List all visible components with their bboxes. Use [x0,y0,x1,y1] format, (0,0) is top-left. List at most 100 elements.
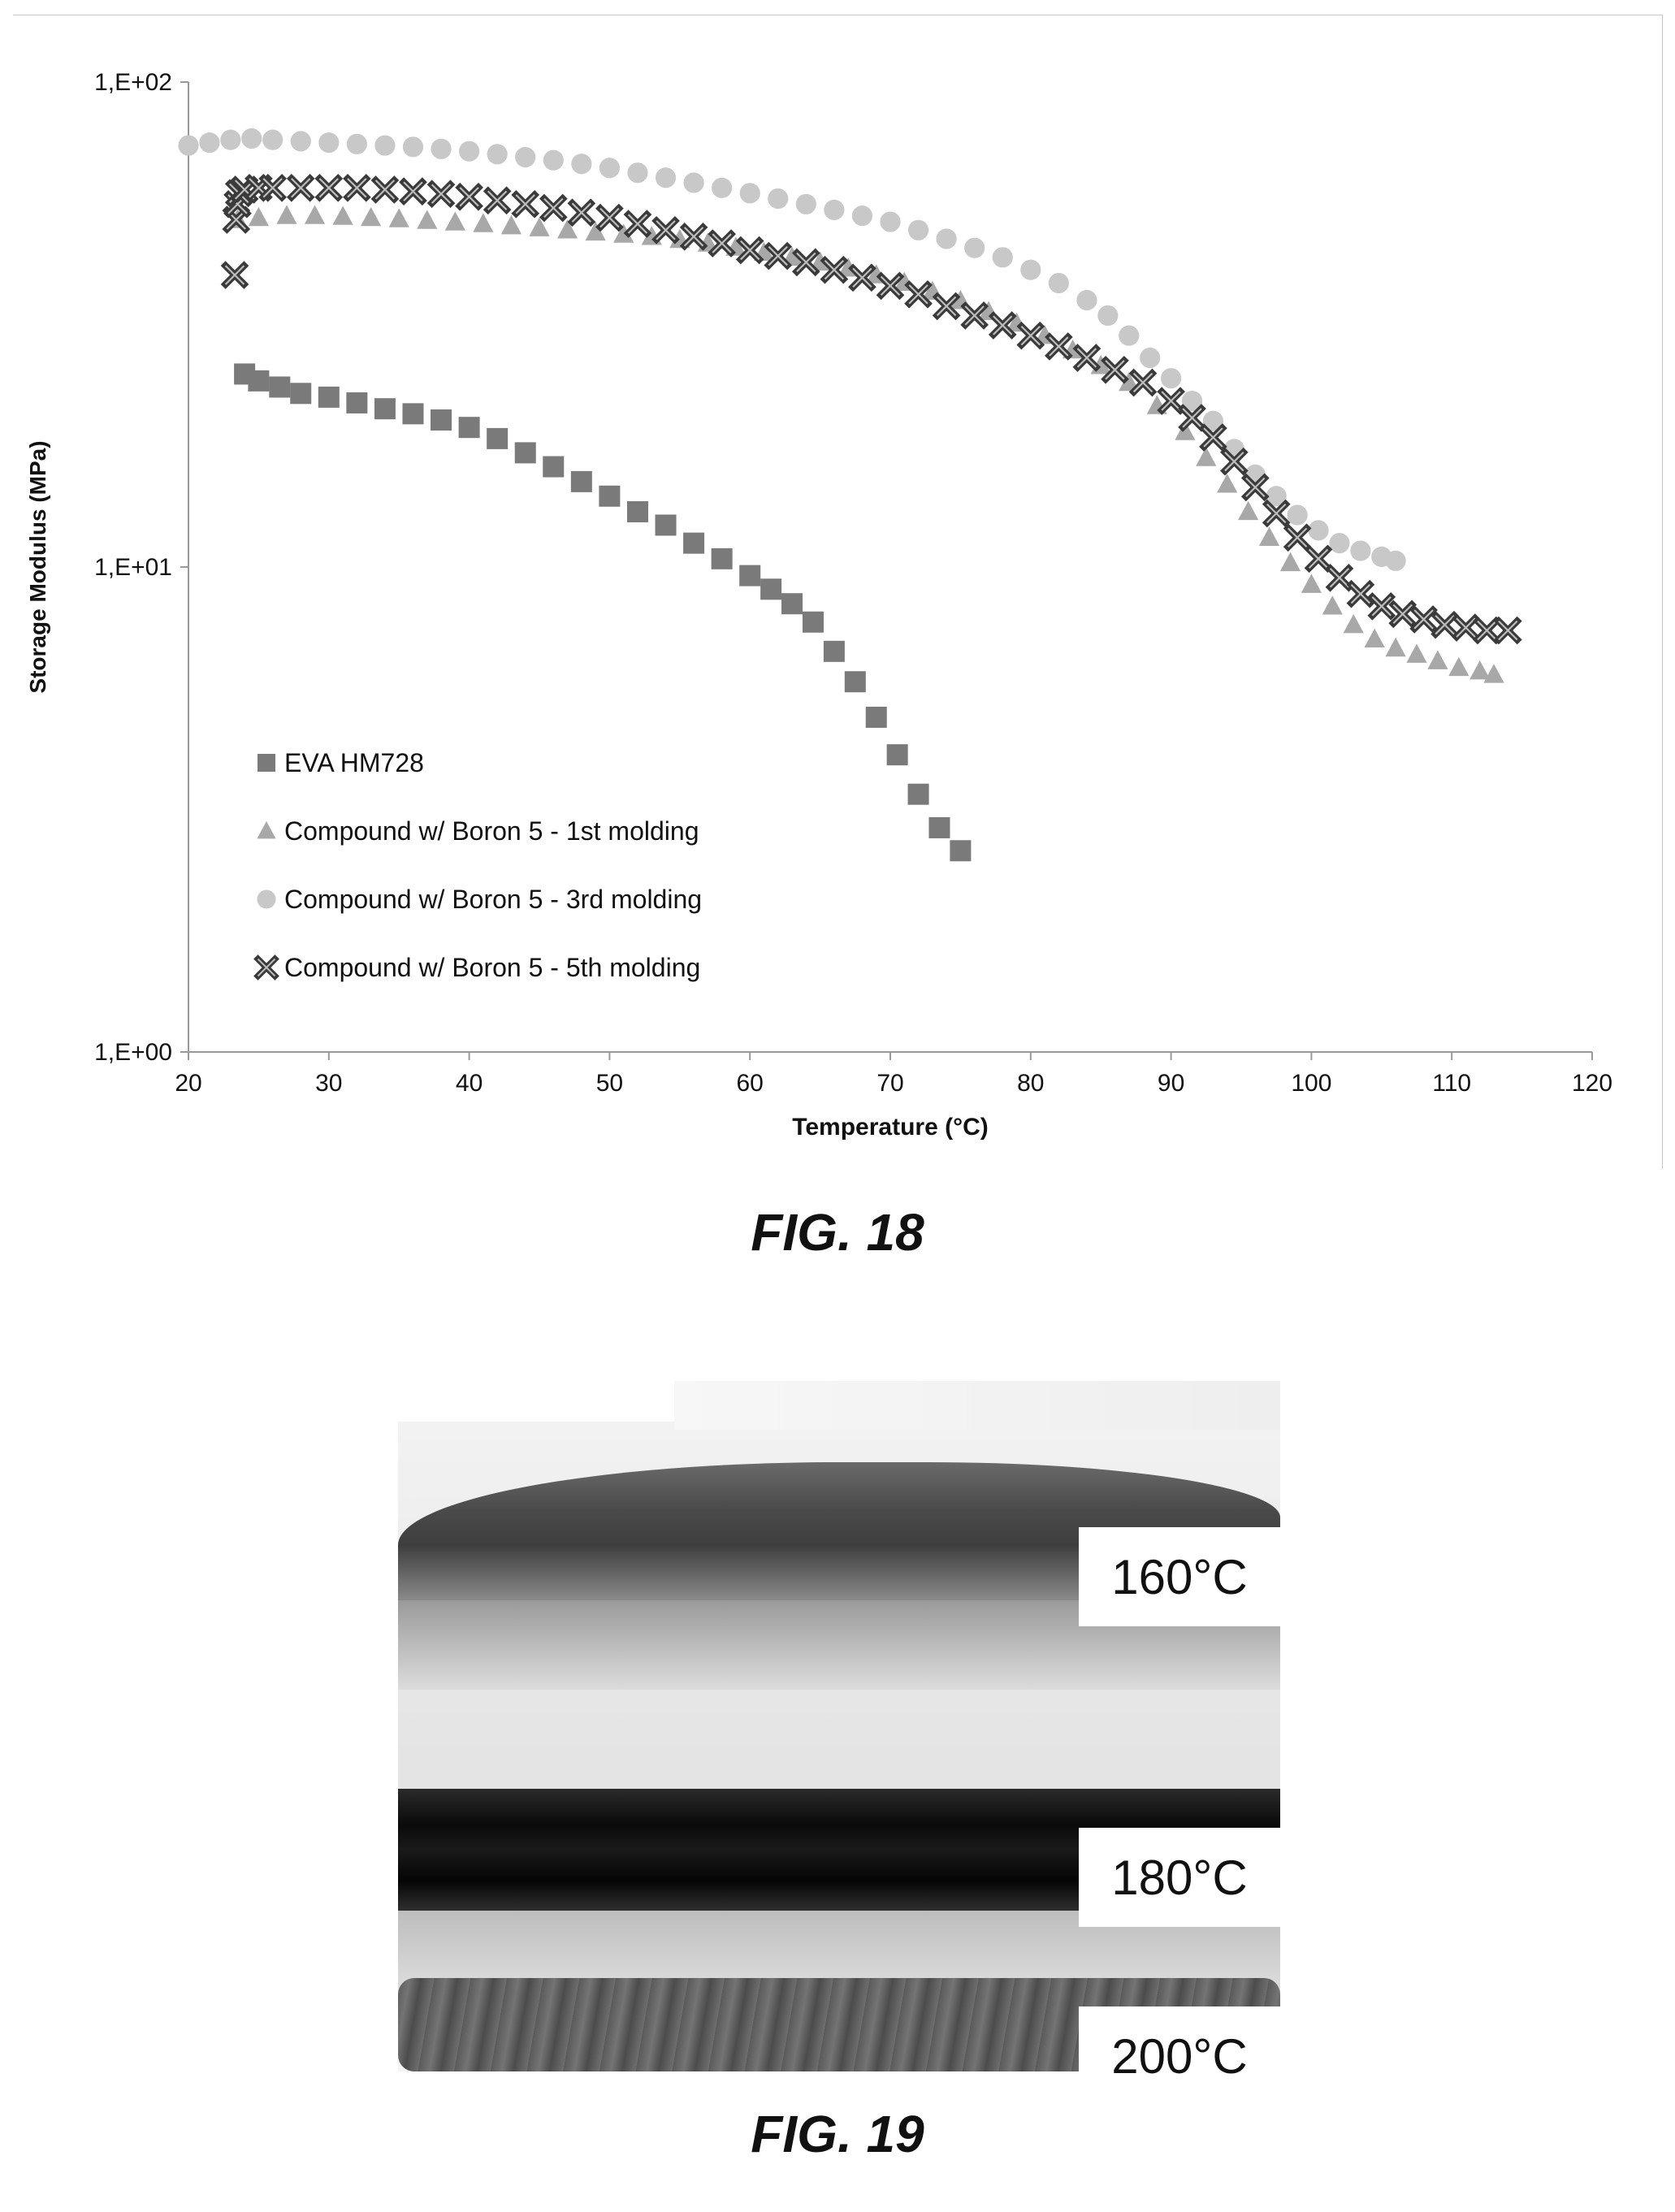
data-point-x [960,301,989,330]
data-point-triangle [276,205,297,224]
y-tick-label: 1,E+02 [94,69,172,96]
legend-marker-square [258,754,275,772]
data-point-circle [346,133,367,154]
legend: EVA HM728 Compound w/ Boron 5 - 1st moldi… [253,748,702,982]
data-point-triangle [1175,421,1196,440]
data-point-circle [768,188,789,210]
x-tick-label: 120 [1572,1070,1612,1097]
data-point-triangle [1406,643,1427,663]
data-point-x [735,236,764,265]
x-axis-ticks: 20 30 40 50 60 70 80 90 100 110 120 [175,1052,1612,1097]
data-point-x [455,182,483,211]
data-point-x [258,173,288,202]
data-point-circle [241,128,262,149]
data-point-circle [1266,486,1287,507]
data-point-x [1325,563,1354,592]
data-point-triangle [1427,650,1448,669]
data-point-x [1346,579,1375,608]
x-tick-label: 100 [1291,1070,1331,1097]
data-point-x [1262,499,1291,528]
data-point-triangle [1343,613,1364,634]
data-point-triangle [1322,595,1343,615]
data-point-triangle [1279,552,1301,572]
data-point-square [781,593,803,615]
data-point-x [1128,368,1158,397]
data-point-x [988,311,1017,340]
data-point-x [1304,544,1333,574]
x-tick-label: 90 [1158,1070,1184,1097]
data-point-x [370,175,400,204]
data-point-x [1199,423,1227,452]
series-layer [178,128,1522,862]
data-point-circle [178,135,199,156]
axes: 20 30 40 50 60 70 80 90 100 110 120 1,E+001,E+011,… [25,69,1612,1141]
data-point-triangle [1483,664,1504,683]
data-point-x [876,271,905,301]
data-point-circle [1048,272,1069,294]
data-point-triangle [1119,371,1140,392]
data-point-triangle [1238,500,1259,521]
data-point-square [844,671,866,693]
data-point-square [346,392,368,413]
fig18-chart-frame: 20 30 40 50 60 70 80 90 100 110 120 1,E+00 1,E+01 1,… [13,15,1663,1169]
data-point-x [1430,610,1459,639]
data-point-triangle [585,221,606,241]
data-point-square [514,442,536,464]
data-point-square [907,783,929,805]
data-point-x [1493,616,1522,645]
data-point-circle [487,144,508,165]
fig18-chart: 20 30 40 50 60 70 80 90 100 110 120 1,E+001,E+011,… [25,69,1612,1141]
data-point-circle [220,129,241,150]
data-point-square [543,456,565,478]
data-point-x [426,180,456,209]
data-point-circle [1181,390,1203,412]
data-point-triangle [361,206,382,227]
data-point-x [708,229,736,258]
data-point-square [318,386,340,408]
data-point-x [1045,332,1073,361]
x-tick-label: 50 [596,1070,623,1097]
data-point-circle [964,237,985,258]
x-axis-title: Temperature (°C) [792,1114,988,1141]
data-point-triangle [388,208,409,227]
data-point-square [802,611,824,633]
legend-label: Compound w/ Boron 5 - 1st molding [284,816,699,846]
data-point-x [1016,321,1045,350]
data-point-triangle [248,206,269,227]
data-point-square [886,744,908,766]
data-point-x [1367,591,1396,621]
data-point-circle [431,138,452,159]
data-point-square [599,485,621,507]
data-point-square [626,500,648,522]
data-point-circle [543,149,564,171]
data-point-triangle [473,213,494,232]
data-point-triangle [529,217,550,236]
data-point-square [374,398,396,420]
data-point-x [595,203,624,232]
data-point-circle [907,219,929,240]
data-point-x [1452,613,1480,642]
series-triangle [227,205,1504,683]
x-tick-label: 110 [1432,1070,1471,1097]
data-point-triangle [417,210,438,229]
data-point-square [402,403,424,425]
data-point-x [286,173,315,202]
data-point-square [865,706,887,728]
data-point-circle [318,132,340,154]
y-tick-label: 1,E+01 [94,554,172,581]
legend-label: Compound w/ Boron 5 - 5th molding [284,953,700,982]
data-point-triangle [444,211,465,231]
data-point-circle [1308,520,1329,541]
data-point-x [1157,387,1185,415]
data-point-x [623,210,652,238]
legend-label: Compound w/ Boron 5 - 3rd molding [284,885,702,914]
data-point-square [655,514,677,536]
data-point-circle [1020,259,1041,280]
data-point-circle [1097,305,1119,327]
data-point-circle [1161,368,1182,389]
fig19-label-180: 180°C [1079,1828,1280,1927]
data-point-circle [199,132,220,154]
data-point-triangle [1217,474,1238,493]
data-point-triangle [1469,660,1491,680]
data-point-circle [627,162,648,184]
